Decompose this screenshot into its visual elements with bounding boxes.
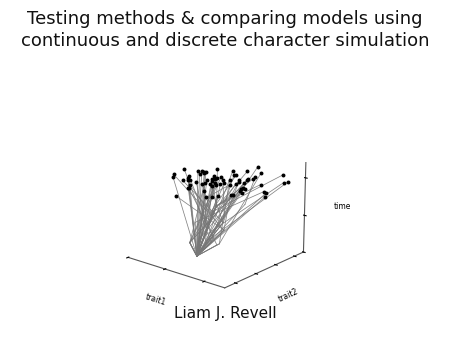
Text: Testing methods & comparing models using
continuous and discrete character simul: Testing methods & comparing models using…: [21, 10, 429, 50]
Y-axis label: trait2: trait2: [277, 287, 300, 304]
Text: Liam J. Revell: Liam J. Revell: [174, 306, 276, 321]
X-axis label: trait1: trait1: [144, 293, 167, 308]
